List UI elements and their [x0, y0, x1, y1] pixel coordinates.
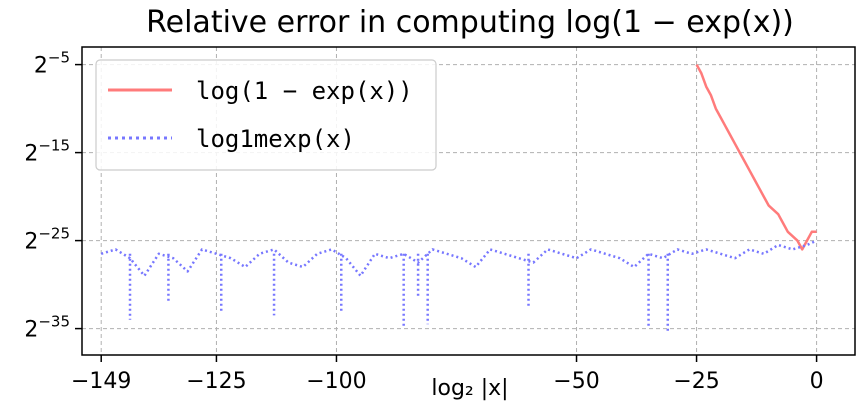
- legend-label-log-1-minus-exp: log(1 − exp(x)): [196, 77, 413, 105]
- y-tick-exponent: −35: [38, 313, 70, 331]
- y-tick-base: 2: [24, 230, 38, 255]
- y-tick-label: 2−5: [34, 49, 70, 79]
- x-tick-label: −125: [186, 369, 246, 394]
- chart-title: Relative error in computing log(1 − exp(…: [146, 5, 794, 40]
- x-tick-label: −25: [673, 369, 719, 394]
- y-tick-exponent: −25: [38, 225, 70, 243]
- y-tick-label: 2−35: [24, 313, 70, 343]
- x-tick-label: −149: [71, 369, 131, 394]
- y-axis: 2−52−152−252−35: [24, 49, 82, 343]
- y-tick-label: 2−25: [24, 225, 70, 255]
- series-layer: [100, 64, 818, 333]
- x-tick-label: −50: [553, 369, 599, 394]
- y-tick-base: 2: [24, 142, 38, 167]
- y-tick-label: 2−15: [24, 137, 70, 167]
- x-tick-label: −100: [306, 369, 366, 394]
- x-tick-label: 0: [810, 369, 824, 394]
- series-line-log1mexp: [100, 239, 818, 278]
- series-line-log-1-minus-exp: [695, 64, 817, 251]
- x-axis-label: log₂ |x|: [431, 376, 508, 401]
- x-axis: −149 −125 −100 −50 −25 0: [71, 355, 824, 394]
- y-tick-exponent: −5: [48, 49, 70, 67]
- plot-frame: [81, 46, 856, 356]
- legend: log(1 − exp(x)) log1mexp(x): [95, 59, 437, 171]
- legend-box: [95, 59, 437, 171]
- y-tick-exponent: −15: [38, 137, 70, 155]
- y-tick-base: 2: [24, 318, 38, 343]
- legend-label-log1mexp: log1mexp(x): [196, 125, 355, 153]
- y-tick-base: 2: [34, 54, 48, 79]
